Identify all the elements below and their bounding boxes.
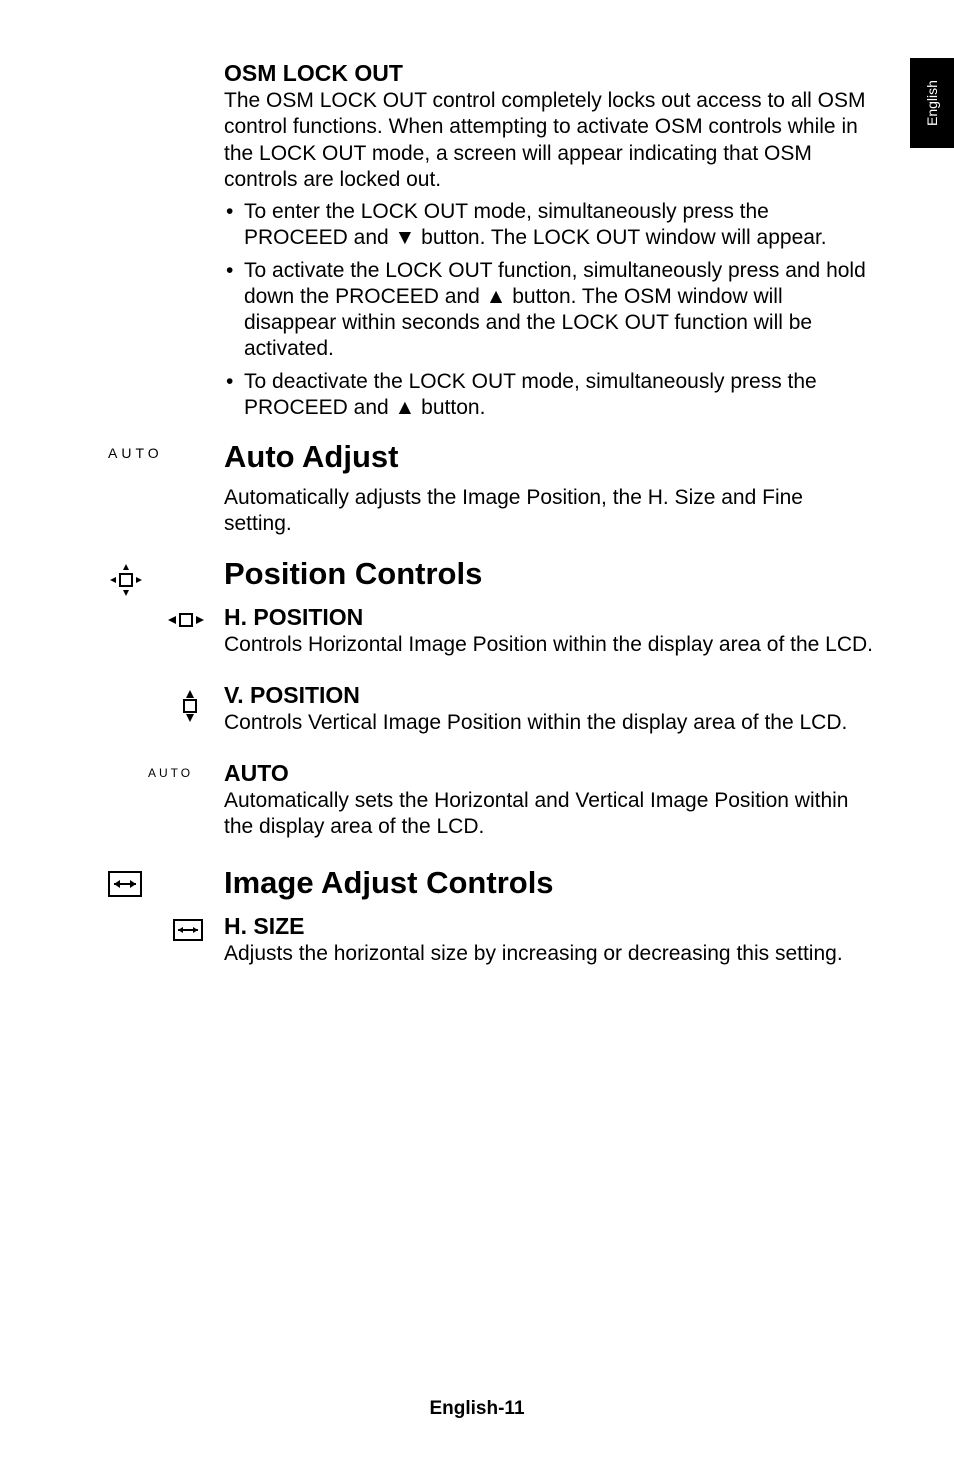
auto-text-icon: AUTO [108,445,163,461]
position-auto-title: AUTO [224,760,874,787]
auto-sub-text-icon: AUTO [148,766,193,780]
position-controls-title: Position Controls [224,556,874,592]
position-auto-section: AUTO AUTO Automatically sets the Horizon… [108,760,874,847]
auto-adjust-section: AUTO Auto Adjust [108,439,874,481]
bullet-item: To activate the LOCK OUT function, simul… [224,258,874,363]
v-position-body: Controls Vertical Image Position within … [224,710,874,736]
osm-lock-out-section: OSM LOCK OUT The OSM LOCK OUT control co… [108,60,874,421]
h-size-title: H. SIZE [224,913,874,940]
osm-lock-out-title: OSM LOCK OUT [224,60,874,87]
position-all-icon [108,562,144,598]
page-footer: English-11 [0,1398,954,1420]
v-position-icon [180,688,200,724]
h-position-title: H. POSITION [224,604,874,631]
h-position-body: Controls Horizontal Image Position withi… [224,632,874,658]
position-controls-section: Position Controls [108,556,874,598]
v-position-title: V. POSITION [224,682,874,709]
page-content: OSM LOCK OUT The OSM LOCK OUT control co… [0,0,954,1027]
image-adjust-title: Image Adjust Controls [224,865,874,901]
auto-adjust-title: Auto Adjust [224,439,874,475]
osm-lock-out-body: The OSM LOCK OUT control completely lock… [224,88,874,193]
bullet-item: To deactivate the LOCK OUT mode, simulta… [224,369,874,422]
bullet-item: To enter the LOCK OUT mode, simultaneous… [224,199,874,252]
h-position-icon [166,610,206,630]
auto-adjust-body-text: Automatically adjusts the Image Position… [224,485,874,538]
v-position-section: V. POSITION Controls Vertical Image Posi… [108,682,874,742]
osm-lock-out-bullets: To enter the LOCK OUT mode, simultaneous… [224,199,874,421]
h-size-section: H. SIZE Adjusts the horizontal size by i… [108,913,874,973]
h-position-section: H. POSITION Controls Horizontal Image Po… [108,604,874,664]
image-adjust-icon [108,871,142,897]
position-auto-body: Automatically sets the Horizontal and Ve… [224,788,874,841]
h-size-icon [173,919,203,941]
h-size-body: Adjusts the horizontal size by increasin… [224,941,874,967]
image-adjust-section: Image Adjust Controls [108,865,874,903]
